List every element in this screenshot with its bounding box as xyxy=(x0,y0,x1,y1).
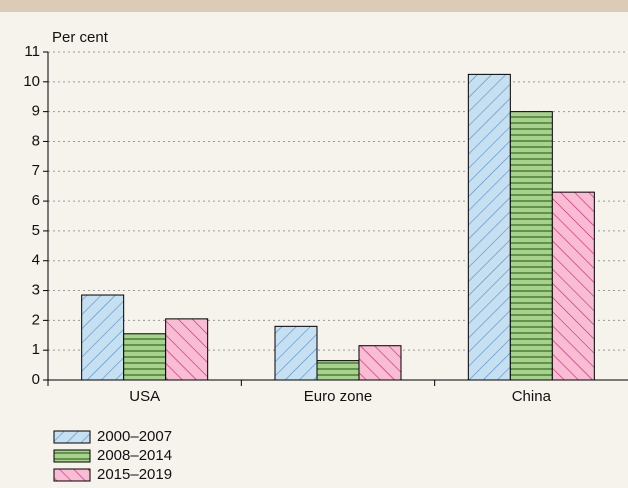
bar xyxy=(551,191,595,381)
legend-swatch xyxy=(53,449,91,463)
bar xyxy=(316,360,360,381)
y-tick-label: 2 xyxy=(32,311,40,328)
y-tick-label: 5 xyxy=(32,222,40,239)
bar xyxy=(467,73,511,381)
bar xyxy=(274,325,318,381)
bar xyxy=(165,318,209,381)
y-tick-label: 7 xyxy=(32,162,40,179)
x-tick-label: USA xyxy=(129,388,160,405)
bar xyxy=(509,111,553,381)
bar xyxy=(358,345,402,381)
y-tick-label: 11 xyxy=(24,43,40,60)
y-axis-label: Per cent xyxy=(52,29,109,46)
legend-swatch xyxy=(53,430,91,444)
y-tick-label: 4 xyxy=(32,252,40,269)
legend-label: 2015–2019 xyxy=(97,466,172,483)
y-tick-label: 9 xyxy=(32,103,40,120)
x-tick-label: Euro zone xyxy=(304,388,372,405)
bar xyxy=(123,333,167,381)
y-tick-label: 6 xyxy=(32,192,40,209)
y-tick-label: 3 xyxy=(32,282,40,299)
y-tick-label: 10 xyxy=(23,73,40,90)
top-band xyxy=(0,0,628,12)
y-tick-label: 8 xyxy=(32,132,40,149)
legend-swatch xyxy=(53,468,91,482)
y-tick-label: 1 xyxy=(32,341,40,358)
bar xyxy=(81,294,125,381)
x-tick-label: China xyxy=(512,388,552,405)
legend-label: 2008–2014 xyxy=(97,447,172,464)
y-tick-label: 0 xyxy=(32,371,40,388)
legend-label: 2000–2007 xyxy=(97,428,172,445)
